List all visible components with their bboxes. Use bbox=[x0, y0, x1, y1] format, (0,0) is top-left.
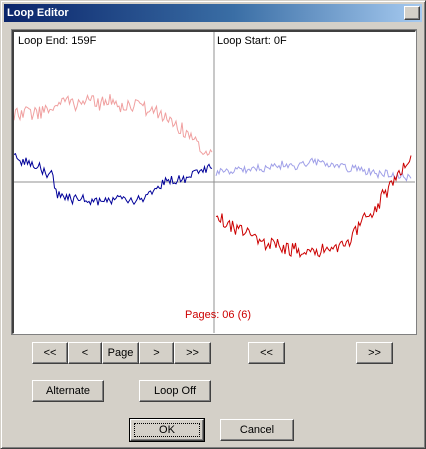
close-button[interactable] bbox=[404, 6, 420, 20]
cancel-button[interactable]: Cancel bbox=[220, 419, 294, 441]
page-button[interactable]: Page bbox=[102, 342, 139, 364]
previous-page-button[interactable]: < bbox=[68, 342, 102, 364]
title-bar[interactable]: Loop Editor bbox=[4, 4, 422, 22]
loop-end-ghost-wave bbox=[14, 93, 213, 156]
ok-button-label: OK bbox=[134, 423, 200, 437]
waveform-panel[interactable]: Loop End: 159F Loop Start: 0F Pages: 06 … bbox=[11, 29, 417, 335]
first-page-button[interactable]: << bbox=[32, 342, 68, 364]
waveform-canvas bbox=[14, 32, 415, 333]
loop-start-label: Loop Start: 0F bbox=[217, 35, 287, 47]
pages-label: Pages: 06 (6) bbox=[185, 309, 252, 321]
loop-end-wave bbox=[14, 152, 213, 206]
loop-end-label: Loop End: 159F bbox=[18, 35, 97, 47]
ok-button[interactable]: OK bbox=[129, 418, 205, 442]
last-page-button[interactable]: >> bbox=[174, 342, 211, 364]
loop-start-ghost-wave bbox=[215, 157, 412, 182]
loop-off-button[interactable]: Loop Off bbox=[139, 380, 211, 402]
next-page-button[interactable]: > bbox=[139, 342, 174, 364]
loop-start-wave bbox=[215, 155, 412, 259]
alternate-button[interactable]: Alternate bbox=[32, 380, 104, 402]
loop-start-back-button[interactable]: << bbox=[248, 342, 285, 364]
loop-start-forward-button[interactable]: >> bbox=[356, 342, 393, 364]
window-title: Loop Editor bbox=[7, 7, 69, 19]
